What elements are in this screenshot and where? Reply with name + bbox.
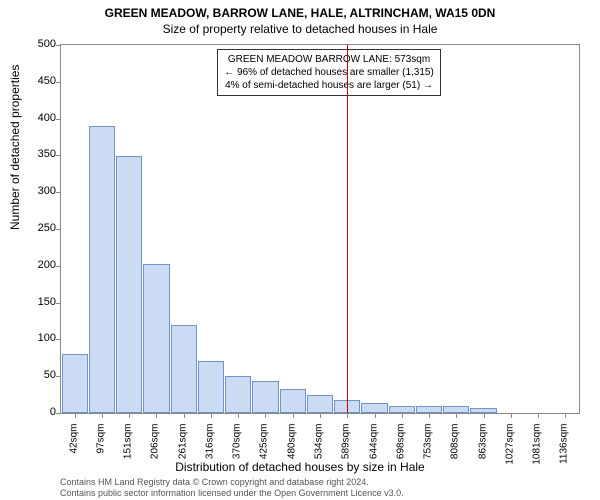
- y-tick-label: 350: [38, 148, 56, 160]
- chart-container: GREEN MEADOW, BARROW LANE, HALE, ALTRINC…: [0, 0, 600, 500]
- chart-title-sub: Size of property relative to detached ho…: [0, 22, 600, 36]
- histogram-bar: [116, 156, 142, 413]
- x-tick-label: 261sqm: [177, 424, 188, 474]
- x-tick: [75, 413, 76, 418]
- footer-attribution: Contains HM Land Registry data © Crown c…: [60, 477, 404, 498]
- histogram-bar: [89, 126, 115, 413]
- x-tick-label: 480sqm: [286, 424, 297, 474]
- x-tick: [293, 413, 294, 418]
- x-tick-label: 370sqm: [232, 424, 243, 474]
- histogram-bar: [443, 406, 469, 413]
- reference-line: [347, 45, 348, 413]
- y-tick-label: 500: [38, 38, 56, 50]
- histogram-bar: [225, 376, 251, 413]
- x-tick-label: 863sqm: [477, 424, 488, 474]
- histogram-bar: [416, 406, 442, 413]
- y-tick: [56, 119, 61, 120]
- y-tick: [56, 82, 61, 83]
- x-tick-label: 316sqm: [204, 424, 215, 474]
- y-tick: [56, 376, 61, 377]
- y-tick: [56, 266, 61, 267]
- annotation-box: GREEN MEADOW BARROW LANE: 573sqm ← 96% o…: [217, 49, 441, 96]
- x-tick-label: 753sqm: [423, 424, 434, 474]
- x-tick: [102, 413, 103, 418]
- x-tick: [156, 413, 157, 418]
- x-tick-label: 425sqm: [259, 424, 270, 474]
- y-tick-label: 0: [50, 406, 56, 418]
- annotation-line1: GREEN MEADOW BARROW LANE: 573sqm: [224, 53, 434, 66]
- x-tick-label: 206sqm: [150, 424, 161, 474]
- chart-title-main: GREEN MEADOW, BARROW LANE, HALE, ALTRINC…: [0, 6, 600, 20]
- y-tick-label: 250: [38, 222, 56, 234]
- x-tick: [456, 413, 457, 418]
- x-tick-label: 808sqm: [450, 424, 461, 474]
- x-tick: [347, 413, 348, 418]
- x-tick-label: 42sqm: [68, 424, 79, 474]
- y-tick-label: 200: [38, 259, 56, 271]
- histogram-bar: [62, 354, 88, 413]
- y-tick: [56, 192, 61, 193]
- x-tick-label: 97sqm: [95, 424, 106, 474]
- x-tick: [511, 413, 512, 418]
- x-tick-label: 589sqm: [341, 424, 352, 474]
- histogram-bar: [389, 406, 415, 413]
- x-tick: [375, 413, 376, 418]
- footer-line1: Contains HM Land Registry data © Crown c…: [60, 477, 404, 487]
- x-tick: [484, 413, 485, 418]
- x-tick: [565, 413, 566, 418]
- x-tick: [429, 413, 430, 418]
- y-tick: [56, 413, 61, 414]
- y-tick: [56, 303, 61, 304]
- x-tick: [320, 413, 321, 418]
- x-tick: [238, 413, 239, 418]
- y-tick-label: 400: [38, 112, 56, 124]
- x-tick-label: 1027sqm: [504, 424, 515, 474]
- y-axis-label: Number of detached properties: [8, 65, 22, 230]
- y-tick: [56, 155, 61, 156]
- histogram-bar: [143, 264, 169, 413]
- x-tick: [265, 413, 266, 418]
- x-tick-label: 698sqm: [395, 424, 406, 474]
- histogram-bar: [361, 403, 387, 413]
- x-tick-label: 1081sqm: [532, 424, 543, 474]
- y-tick-label: 450: [38, 75, 56, 87]
- x-tick: [129, 413, 130, 418]
- x-tick: [538, 413, 539, 418]
- y-tick-label: 150: [38, 296, 56, 308]
- x-tick: [184, 413, 185, 418]
- y-tick-label: 300: [38, 185, 56, 197]
- y-tick: [56, 45, 61, 46]
- y-tick: [56, 339, 61, 340]
- y-tick-label: 100: [38, 332, 56, 344]
- x-tick-label: 151sqm: [123, 424, 134, 474]
- x-tick-label: 534sqm: [314, 424, 325, 474]
- histogram-bar: [307, 395, 333, 413]
- histogram-bar: [280, 389, 306, 413]
- x-tick-label: 644sqm: [368, 424, 379, 474]
- footer-line2: Contains public sector information licen…: [60, 488, 404, 498]
- x-tick-label: 1136sqm: [559, 424, 570, 474]
- histogram-bar: [252, 381, 278, 413]
- annotation-line3: 4% of semi-detached houses are larger (5…: [224, 79, 434, 92]
- y-tick-label: 50: [44, 369, 56, 381]
- histogram-bar: [198, 361, 224, 413]
- x-tick: [211, 413, 212, 418]
- x-tick: [402, 413, 403, 418]
- annotation-line2: ← 96% of detached houses are smaller (1,…: [224, 66, 434, 79]
- histogram-bar: [171, 325, 197, 413]
- plot-area: GREEN MEADOW BARROW LANE: 573sqm ← 96% o…: [60, 44, 580, 414]
- y-tick: [56, 229, 61, 230]
